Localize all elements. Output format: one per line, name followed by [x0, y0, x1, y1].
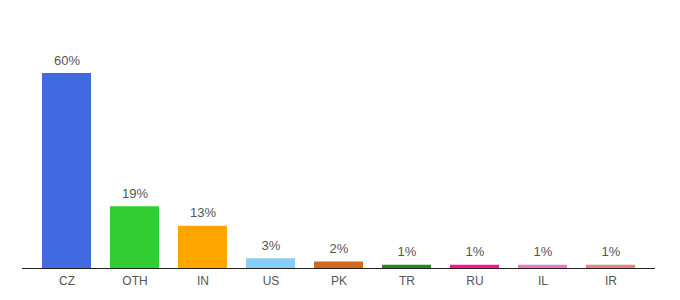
svg-text:PK: PK — [331, 274, 347, 288]
svg-text:OTH: OTH — [122, 274, 147, 288]
svg-text:13%: 13% — [190, 205, 216, 220]
svg-text:19%: 19% — [122, 186, 148, 201]
svg-text:IR: IR — [605, 274, 617, 288]
svg-text:US: US — [263, 274, 280, 288]
svg-text:1%: 1% — [398, 244, 417, 259]
svg-text:IN: IN — [197, 274, 209, 288]
svg-text:60%: 60% — [54, 53, 80, 68]
svg-text:IL: IL — [538, 274, 548, 288]
svg-text:2%: 2% — [330, 241, 349, 256]
svg-text:3%: 3% — [262, 238, 281, 253]
svg-text:TR: TR — [399, 274, 415, 288]
svg-text:1%: 1% — [466, 244, 485, 259]
svg-text:CZ: CZ — [59, 274, 75, 288]
svg-text:RU: RU — [466, 274, 483, 288]
svg-text:1%: 1% — [534, 244, 553, 259]
svg-text:1%: 1% — [602, 244, 621, 259]
